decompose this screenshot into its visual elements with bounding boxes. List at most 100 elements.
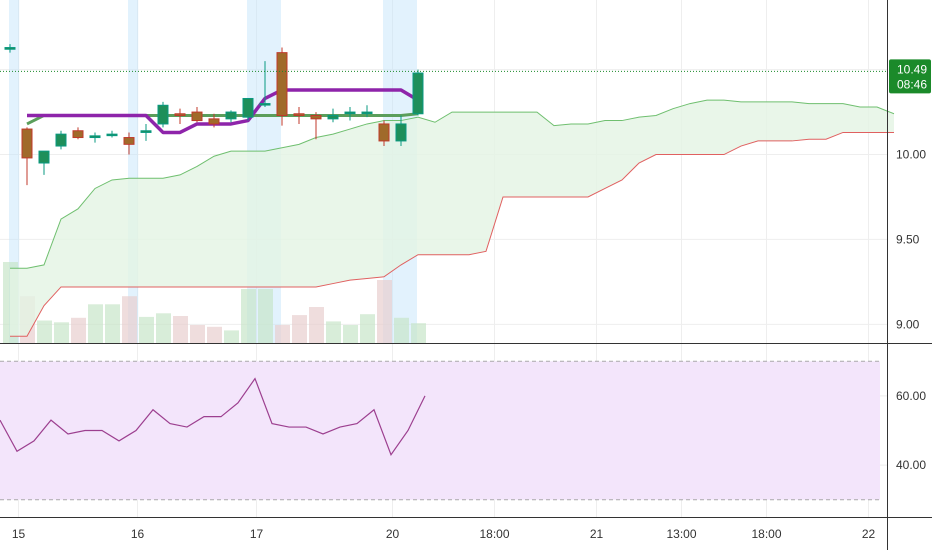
- candle: [191, 106, 203, 123]
- rsi-axis[interactable]: 60.00 40.00: [896, 389, 926, 472]
- time-tick-label: 15: [12, 527, 26, 541]
- candle: [38, 150, 50, 175]
- volume-bar: [343, 325, 358, 343]
- volume-bar: [190, 325, 205, 343]
- current-price-badge-box: [889, 59, 931, 94]
- volume-bar: [54, 322, 69, 343]
- candle: [259, 61, 271, 107]
- volume-bar: [258, 289, 273, 343]
- time-tick-label: 17: [250, 527, 264, 541]
- volume-bar: [105, 304, 120, 343]
- current-price-value: 10.49: [897, 62, 927, 76]
- volume-bar: [326, 321, 341, 343]
- candle-body: [191, 111, 203, 122]
- time-tick-label: 21: [590, 527, 604, 541]
- candle-body: [310, 114, 322, 120]
- volume-bar: [224, 330, 239, 343]
- candle-body: [378, 123, 390, 142]
- volume-bar: [71, 317, 86, 343]
- candle: [157, 101, 169, 128]
- candle-body: [293, 113, 305, 116]
- candle-body: [4, 47, 16, 50]
- time-tick-label: 13:00: [666, 527, 696, 541]
- candle-body: [55, 133, 67, 147]
- candle: [242, 97, 254, 121]
- candle-body: [259, 103, 271, 106]
- candle-body: [208, 118, 220, 125]
- candle: [310, 112, 322, 140]
- bar-countdown: 08:46: [897, 77, 927, 91]
- candle-body: [412, 72, 424, 115]
- candle: [4, 44, 16, 53]
- candle-body: [72, 130, 84, 139]
- volume-bar: [411, 323, 426, 343]
- candle-body: [242, 97, 254, 118]
- candle: [21, 127, 33, 186]
- candle: [395, 115, 407, 147]
- candle: [327, 108, 339, 123]
- candle-body: [395, 123, 407, 142]
- candle-body: [225, 111, 237, 120]
- bar-highlight: [128, 0, 139, 343]
- candle-body: [157, 104, 169, 125]
- rsi-tick-label: 40.00: [896, 458, 926, 472]
- candle: [55, 130, 67, 150]
- volume-bar: [377, 280, 392, 343]
- candle: [276, 47, 288, 126]
- candle-body: [140, 130, 152, 133]
- rsi-line: [0, 377, 426, 456]
- bar-highlight: [9, 0, 20, 343]
- candle-body: [361, 111, 373, 115]
- time-tick-label: 22: [862, 527, 876, 541]
- candle-body: [89, 135, 101, 139]
- candle: [123, 132, 135, 155]
- candle: [208, 113, 220, 128]
- candles[interactable]: [4, 44, 424, 186]
- cloud-area: [10, 100, 894, 337]
- current-price-badge: 10.49 08:46: [889, 59, 931, 94]
- time-tick-label: 20: [386, 527, 400, 541]
- time-tick-label: 18:00: [751, 527, 781, 541]
- volume-bar: [241, 289, 256, 343]
- candle-body: [344, 111, 356, 115]
- volume-bar: [394, 317, 409, 343]
- cloud-upper-line: [10, 99, 895, 269]
- candle: [106, 130, 118, 138]
- volume-bar: [275, 325, 290, 343]
- volume-bar: [156, 313, 171, 343]
- time-tick-label: 16: [131, 527, 145, 541]
- purple-moving-average: [27, 88, 419, 135]
- candle: [412, 69, 424, 116]
- candle: [361, 105, 373, 118]
- volume-bar: [292, 315, 307, 343]
- candle: [378, 120, 390, 147]
- time-axis[interactable]: 15 16 17 20 18:00 21 13:00 18:00 22: [12, 527, 876, 541]
- volume-bar: [207, 326, 222, 343]
- candle-body: [123, 137, 135, 145]
- volume-bar: [139, 316, 154, 343]
- rsi-band: [0, 361, 880, 500]
- candle-body: [276, 52, 288, 116]
- volume-bar: [309, 307, 324, 343]
- price-axis[interactable]: 10.00 9.50 9.00: [896, 148, 926, 332]
- cloud-lower-line: [10, 131, 894, 337]
- moving-averages: [26, 88, 419, 135]
- price-tick-label: 9.50: [896, 232, 920, 246]
- candle: [140, 123, 152, 141]
- volume-bar: [173, 316, 188, 343]
- candle: [344, 106, 356, 121]
- volume-bar: [88, 304, 103, 343]
- volume-bar: [360, 314, 375, 343]
- candle: [293, 106, 305, 124]
- volume-bar: [37, 320, 52, 343]
- ichimoku-cloud: [10, 99, 895, 337]
- time-tick-label: 18:00: [479, 527, 509, 541]
- candle-body: [38, 150, 50, 164]
- candle: [174, 108, 186, 124]
- candle: [89, 132, 101, 143]
- candle: [72, 127, 84, 140]
- price-tick-label: 10.00: [896, 148, 926, 162]
- candle: [225, 110, 237, 123]
- candle-body: [327, 114, 339, 120]
